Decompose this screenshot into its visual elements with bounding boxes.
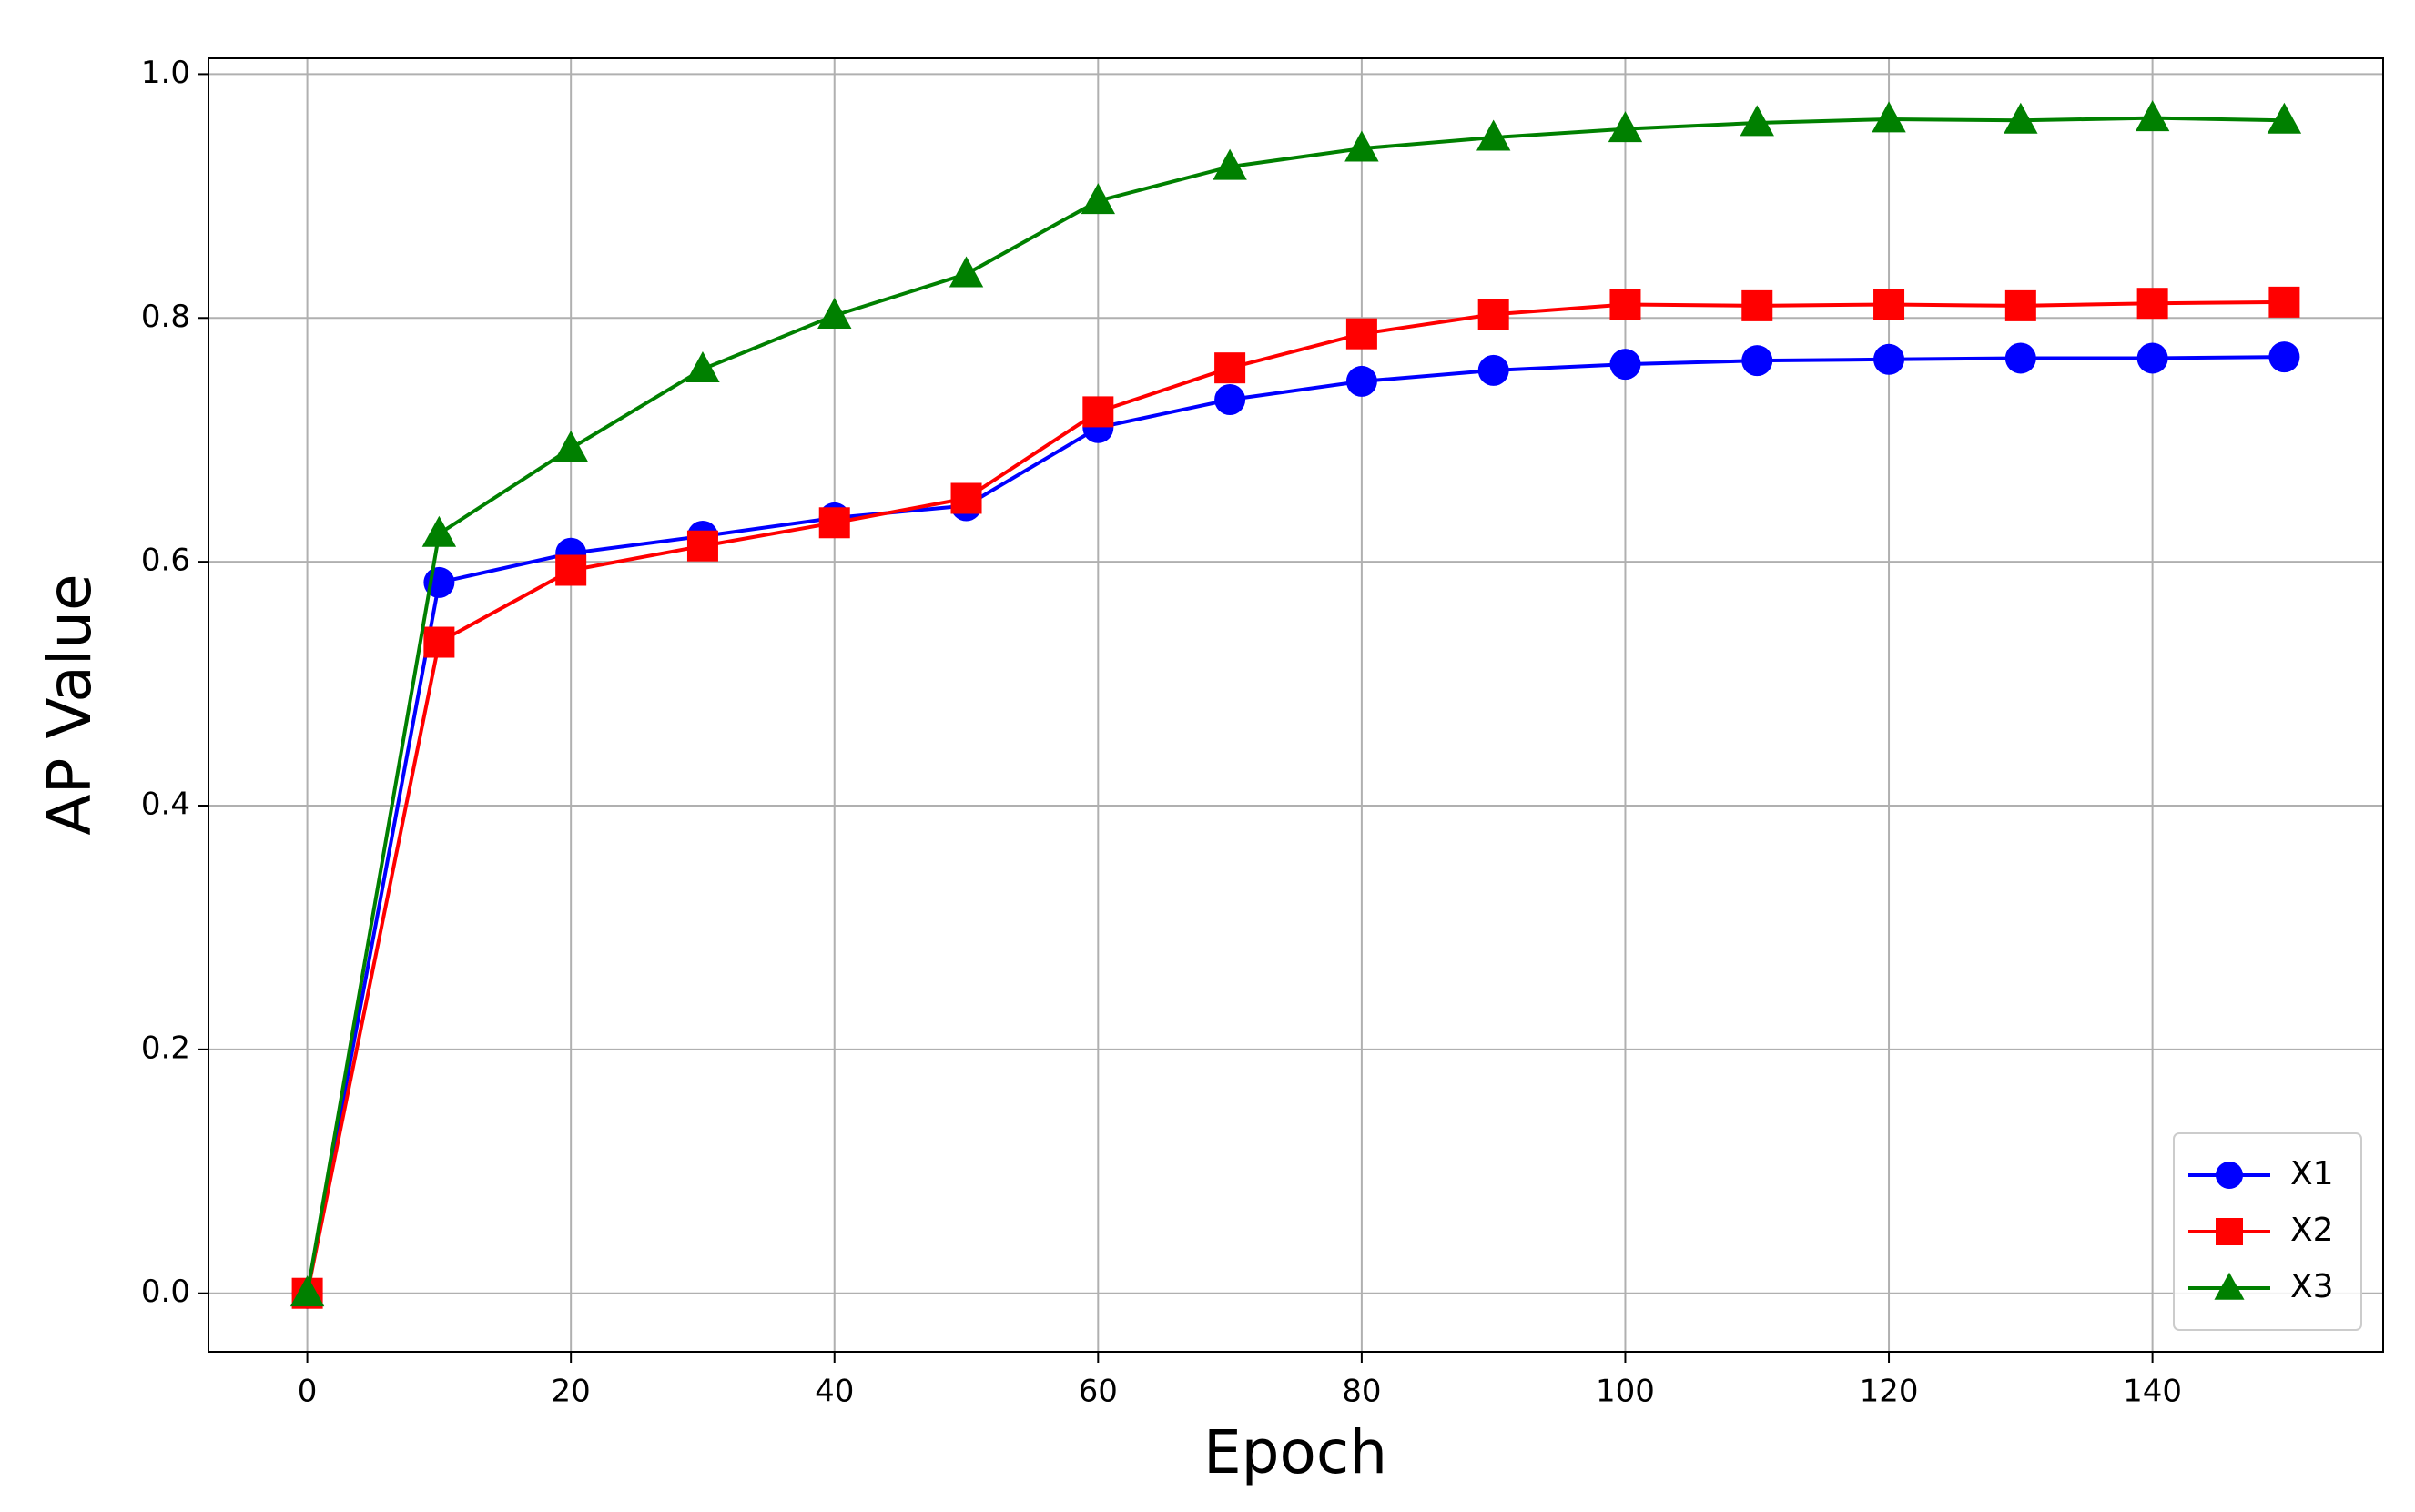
legend-label: X3 <box>2290 1268 2334 1305</box>
marker <box>553 431 588 462</box>
x-tick-label: 60 <box>1079 1374 1118 1410</box>
marker <box>2216 1218 2243 1245</box>
marker <box>1872 101 1906 133</box>
marker <box>1477 299 1509 330</box>
marker <box>2135 100 2170 132</box>
marker <box>555 554 587 586</box>
x-tick-label: 120 <box>1860 1374 1919 1410</box>
marker <box>686 530 718 562</box>
marker <box>1344 130 1379 162</box>
marker <box>817 298 852 330</box>
grid <box>208 58 2383 1352</box>
marker <box>1214 352 1246 384</box>
x-tick-label: 100 <box>1596 1374 1655 1410</box>
marker <box>2216 1162 2243 1189</box>
marker <box>289 1275 325 1307</box>
marker <box>1873 343 1905 375</box>
marker <box>1345 365 1377 397</box>
x-tick-label: 20 <box>552 1374 591 1410</box>
series-line <box>305 116 2285 1294</box>
marker <box>2004 102 2038 134</box>
y-tick-label: 0.4 <box>141 786 190 822</box>
series-line <box>305 355 2285 1294</box>
marker <box>1081 183 1116 215</box>
marker <box>2268 286 2300 318</box>
marker <box>1609 289 1641 320</box>
marker <box>1609 349 1641 381</box>
y-tick-label: 0.8 <box>141 299 190 335</box>
marker <box>1476 119 1511 151</box>
legend-label: X1 <box>2290 1155 2334 1192</box>
marker <box>1477 354 1509 386</box>
series-line <box>305 299 2285 1294</box>
x-tick-label: 0 <box>298 1374 318 1410</box>
marker <box>1740 105 1774 137</box>
marker <box>1741 345 1773 377</box>
marker <box>2136 288 2168 320</box>
marker <box>1741 289 1773 321</box>
marker <box>2214 1272 2245 1300</box>
axes-frame <box>208 57 2384 1353</box>
marker <box>2004 342 2036 374</box>
marker <box>2004 289 2036 321</box>
y-tick-label: 0.0 <box>141 1274 190 1310</box>
legend-label: X2 <box>2290 1212 2334 1249</box>
marker <box>818 507 850 539</box>
marker <box>421 515 457 547</box>
x-tick-label: 140 <box>2123 1374 2182 1410</box>
marker <box>1213 148 1247 180</box>
y-tick-label: 0.2 <box>141 1030 190 1066</box>
x-axis-label: Epoch <box>1203 1417 1387 1487</box>
marker <box>2268 341 2300 373</box>
marker <box>1608 111 1643 143</box>
x-tick-label: 80 <box>1342 1374 1381 1410</box>
y-tick-label: 1.0 <box>141 55 190 91</box>
marker <box>2136 342 2168 374</box>
y-tick-label: 0.6 <box>141 543 190 579</box>
marker <box>685 350 720 382</box>
plot-area <box>289 100 2302 1309</box>
legend: X1 X2 X3 <box>2173 1132 2362 1331</box>
y-axis-label: AP Value <box>35 573 105 835</box>
marker <box>2267 102 2302 134</box>
x-tick-label: 40 <box>815 1374 854 1410</box>
marker <box>950 482 982 514</box>
marker <box>1082 396 1114 428</box>
marker <box>949 256 984 288</box>
marker <box>1214 384 1246 416</box>
marker <box>423 626 455 658</box>
marker <box>1873 289 1905 320</box>
marker <box>1345 318 1377 350</box>
